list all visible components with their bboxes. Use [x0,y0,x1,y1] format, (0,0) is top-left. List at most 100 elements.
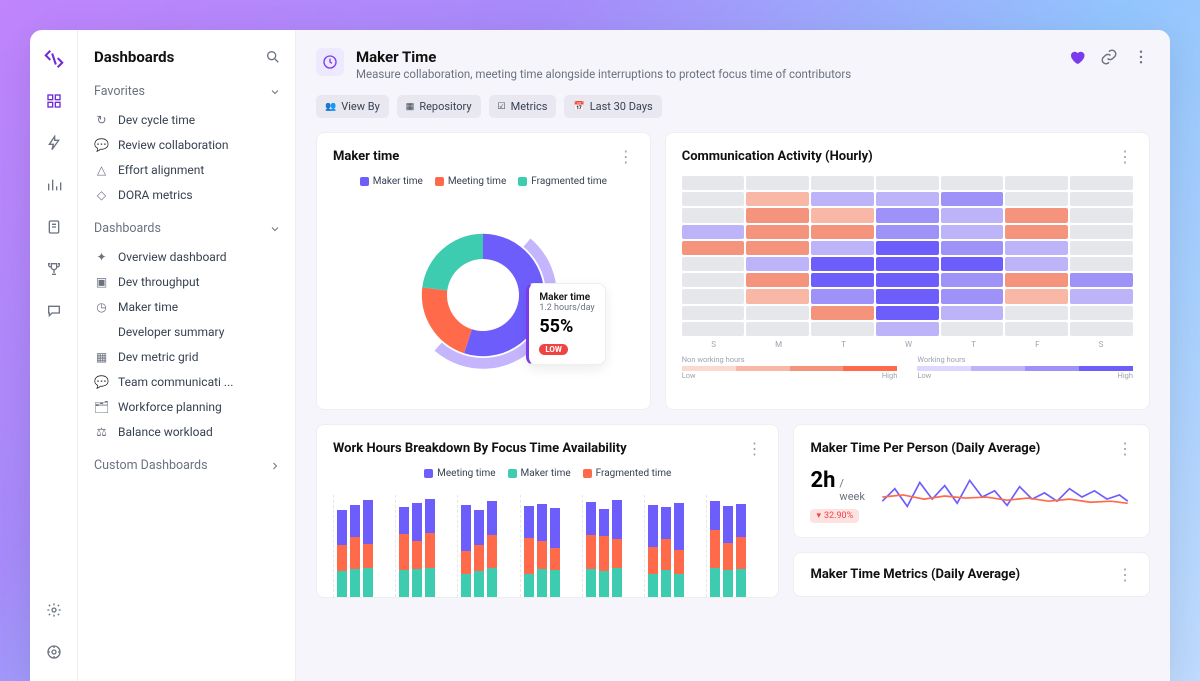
legend-low: Low [917,371,931,380]
heatmap-cell [746,273,809,287]
filter-chip[interactable]: ☑Metrics [489,95,557,118]
briefcase-icon: 🗂 [94,399,109,414]
stat-unit: / week [839,477,865,503]
more-icon[interactable]: ⋮ [618,147,634,166]
heatmap-cell [1070,322,1133,336]
tooltip-value: 55% [539,316,594,337]
sidebar-item[interactable]: ◷Maker time [94,294,295,319]
sidebar-item[interactable]: ▣Dev throughput [94,269,295,294]
rail-item-bolt[interactable] [43,132,65,154]
heatmap-cell [746,208,809,222]
legend-item: Fragmented time [518,176,607,187]
rail-item-settings[interactable] [43,599,65,621]
day-label: F [1035,340,1039,349]
page-subtitle: Measure collaboration, meeting time alon… [356,67,851,81]
donut-legend: Maker timeMeeting timeFragmented time [333,176,634,187]
heatmap-cell [941,176,1004,190]
sidebar-item[interactable]: △Effort alignment [94,157,295,182]
main-content: Maker Time Measure collaboration, meetin… [296,30,1170,681]
custom-header[interactable]: Custom Dashboards [94,458,295,473]
filter-chip[interactable]: 👥View By [316,95,389,118]
nav-label: Dev throughput [118,275,200,289]
day-label: T [841,340,846,349]
more-icon[interactable]: ⋮ [1117,565,1133,584]
heatmap-cell [682,289,745,303]
legend-item: Meeting time [424,468,495,479]
card-title: Maker Time Per Person (Daily Average) [810,441,1040,456]
stacked-bar [710,501,720,597]
search-icon[interactable] [265,49,281,65]
stacked-chart [333,487,762,597]
heatmap-cell [876,322,939,336]
rail-item-bars[interactable] [43,174,65,196]
filter-bar: 👥View By ▦Repository ☑Metrics 📅Last 30 Days [316,95,1150,118]
heatmap-cell [811,257,874,271]
page-header: Maker Time Measure collaboration, meetin… [316,48,1150,81]
rail-item-comment[interactable] [43,300,65,322]
nav-label: Workforce planning [118,400,222,414]
rail-item-doc[interactable] [43,216,65,238]
bar-group [644,495,700,597]
sidebar-item[interactable]: ▦Dev metric grid [94,344,295,369]
sidebar-item[interactable]: ⚖Balance workload [94,419,295,444]
stacked-card: Work Hours Breakdown By Focus Time Avail… [316,424,779,598]
nav-label: Overview dashboard [118,250,227,264]
sidebar-item[interactable]: 🗂 Workforce planning [94,394,295,419]
maker-time-card: Maker time ⋮ Maker timeMeeting timeFragm… [316,132,651,410]
heatmap-cell [811,241,874,255]
rail-item-help[interactable] [43,641,65,663]
stacked-bar [412,503,422,597]
heatmap-cell [682,208,745,222]
bar-group [395,495,451,597]
sidebar-title: Dashboards [94,48,174,66]
heatmap-cell [1070,306,1133,320]
favorite-icon[interactable] [1068,48,1086,66]
bar-group [582,495,638,597]
card-title: Work Hours Breakdown By Focus Time Avail… [333,441,627,456]
heatmap-cell [811,225,874,239]
stacked-bar [612,500,622,597]
bar-group [333,495,389,597]
heatmap-cell [746,322,809,336]
sidebar-item[interactable]: 💬Team communicati ... [94,369,295,394]
more-icon[interactable]: ⋮ [1117,439,1133,458]
heatmap-cell [682,322,745,336]
custom-section: Custom Dashboards [94,458,295,473]
more-icon[interactable]: ⋮ [746,439,762,458]
delta-value: 32.90% [824,511,853,521]
sidebar-item[interactable]: ↻Dev cycle time [94,107,295,132]
dashboards-header[interactable]: Dashboards [94,221,295,236]
nav-label: Balance workload [118,425,213,439]
day-label: S [1099,340,1104,349]
donut-tooltip: Maker time 1.2 hours/day 55% LOW [526,283,605,365]
heatmap-cell [1005,192,1068,206]
heatmap-cell [811,192,874,206]
stacked-bar [487,501,497,597]
stacked-legend: Meeting timeMaker timeFragmented time [333,468,762,479]
heatmap-cell [811,208,874,222]
heatmap-card: Communication Activity (Hourly) ⋮ SMTWTF… [665,132,1150,410]
metrics-card: Maker Time Metrics (Daily Average) ⋮ [793,552,1150,597]
bar-group [457,495,513,597]
rail-item-grid[interactable] [43,90,65,112]
heatmap-cell [682,273,745,287]
more-icon[interactable] [1132,48,1150,66]
filter-chip[interactable]: 📅Last 30 Days [564,95,661,118]
heatmap-cell [1005,257,1068,271]
rail-item-trophy[interactable] [43,258,65,280]
more-icon[interactable]: ⋮ [1117,147,1133,166]
page-title: Maker Time [356,48,851,66]
sidebar-item[interactable]: Developer summary [94,319,295,344]
filter-chip[interactable]: ▦Repository [397,95,481,118]
sidebar: Dashboards Favorites ↻Dev cycle time💬Rev… [78,30,296,681]
grid-icon: ▦ [406,102,415,112]
sidebar-item[interactable]: ◇DORA metrics [94,182,295,207]
heatmap-cell [876,289,939,303]
favorites-header[interactable]: Favorites [94,84,295,99]
stacked-bar [674,503,684,597]
sidebar-item[interactable]: 💬Review collaboration [94,132,295,157]
card-title: Communication Activity (Hourly) [682,149,873,164]
link-icon[interactable] [1100,48,1118,66]
stacked-bar [363,500,373,597]
sidebar-item[interactable]: ✦Overview dashboard [94,244,295,269]
